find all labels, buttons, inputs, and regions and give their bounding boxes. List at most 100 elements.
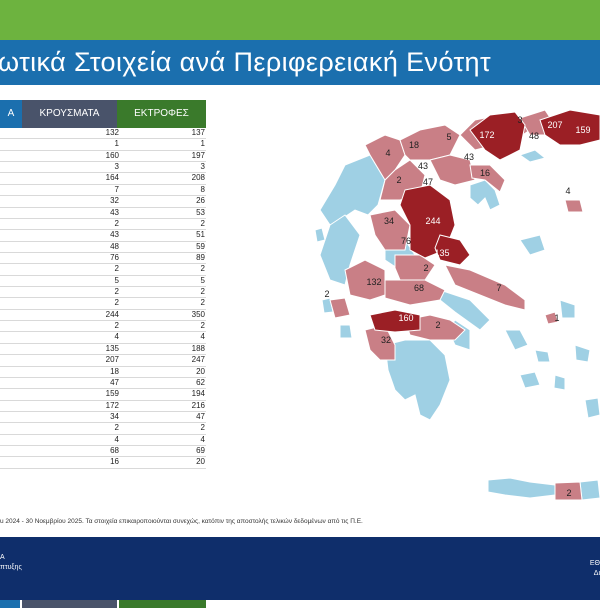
table-row: 160 197 xyxy=(0,150,206,163)
region-chalkidiki xyxy=(469,179,501,211)
table-row: 47 62 xyxy=(0,377,206,390)
table-row: 43 53 xyxy=(0,208,206,219)
map-count-label: 18 xyxy=(409,140,419,150)
region-boeotia-phocis xyxy=(384,279,446,306)
table-row: 34 47 xyxy=(0,411,206,424)
farms-cell: 47 xyxy=(196,411,205,421)
region-magnesia-larisa-south xyxy=(394,254,436,281)
farms-cell: 197 xyxy=(191,150,205,160)
map-count-label: 172 xyxy=(479,130,494,140)
region-florina-kastoria xyxy=(364,134,406,181)
region-lesvos xyxy=(564,199,584,213)
cases-cell: 4 xyxy=(114,434,119,444)
map-count-label: 1 xyxy=(554,313,559,323)
map-count-label: 16 xyxy=(480,168,490,178)
cases-cell: 2 xyxy=(114,423,119,433)
cases-cell: 160 xyxy=(105,150,119,160)
map-count-label: 2 xyxy=(396,175,401,185)
map-count-label: 207 xyxy=(547,120,562,130)
table-row: 68 69 xyxy=(0,446,206,458)
cases-cell: 16 xyxy=(110,457,119,467)
cases-cell: 47 xyxy=(110,377,119,387)
map-count-label: 2 xyxy=(324,289,329,299)
table-row: 32 26 xyxy=(0,196,206,208)
farms-cell: 2 xyxy=(200,287,205,297)
region-thessaloniki xyxy=(429,154,476,186)
map-count-label: 34 xyxy=(384,216,394,226)
bottom-banner: Α πτυξης ΕΘ Δι xyxy=(0,537,600,600)
farms-cell: 216 xyxy=(191,400,205,410)
column-header-farms: ΕΚΤΡΟΦΕΣ xyxy=(117,100,206,128)
farms-cell: 247 xyxy=(191,355,205,365)
cases-cell: 2 xyxy=(114,218,119,228)
farms-cell: 53 xyxy=(196,207,205,217)
farms-cell: 20 xyxy=(196,366,205,376)
region-trikala-karditsa xyxy=(369,209,411,251)
table-row: 16 20 xyxy=(0,457,206,469)
farms-cell: 188 xyxy=(191,343,205,353)
map-count-label: 48 xyxy=(529,131,539,141)
table-row: 18 20 xyxy=(0,367,206,378)
cases-cell: 32 xyxy=(110,196,119,206)
farms-cell: 208 xyxy=(191,173,205,183)
top-banner xyxy=(0,0,600,40)
table-body: 132 137 1 1 160 197 3 3 164 208 7 8 32 26 43 53 2 2 43 51 48… xyxy=(0,128,206,469)
farms-cell: 89 xyxy=(196,252,205,262)
cases-cell: 2 xyxy=(114,287,119,297)
table-row: 164 208 xyxy=(0,173,206,185)
cases-cell: 18 xyxy=(110,366,119,376)
cases-cell: 207 xyxy=(105,355,119,365)
farms-cell: 2 xyxy=(200,264,205,274)
farms-cell: 2 xyxy=(200,423,205,433)
map-count-label: 3 xyxy=(517,115,522,125)
table-row: 172 216 xyxy=(0,401,206,412)
farms-cell: 2 xyxy=(200,321,205,331)
region-crete-lasithi xyxy=(554,481,583,501)
table-row: 76 89 xyxy=(0,252,206,265)
table-row: 244 350 xyxy=(0,310,206,322)
cases-cell: 172 xyxy=(105,400,119,410)
cases-cell: 3 xyxy=(114,162,119,172)
region-euboea xyxy=(444,264,526,311)
map-count-label: 244 xyxy=(425,216,440,226)
region-xanthi-rodopi xyxy=(469,111,526,161)
farms-cell: 4 xyxy=(200,332,205,342)
cases-cell: 2 xyxy=(114,264,119,274)
farms-cell: 51 xyxy=(196,230,205,240)
cases-cell: 164 xyxy=(105,173,119,183)
cases-cell: 135 xyxy=(105,343,119,353)
cases-table: Α ΚΡΟΥΣΜΑΤΑ ΕΚΤΡΟΦΕΣ 132 137 1 1 160 197 3 3 164… xyxy=(0,100,206,608)
cases-cell: 159 xyxy=(105,389,119,399)
table-header: Α ΚΡΟΥΣΜΑΤΑ ΕΚΤΡΟΦΕΣ xyxy=(0,100,206,128)
map-count-label: 7 xyxy=(496,283,501,293)
farms-cell: 2 xyxy=(200,218,205,228)
table-row: 43 51 xyxy=(0,230,206,242)
map-count-label: 159 xyxy=(575,125,590,135)
table-row: 159 194 xyxy=(0,389,206,401)
map-count-label: 43 xyxy=(418,161,428,171)
column-header-cases: ΚΡΟΥΣΜΑΤΑ xyxy=(22,100,117,128)
farms-cell: 62 xyxy=(196,377,205,387)
farms-cell: 59 xyxy=(196,241,205,251)
cases-cell: 2 xyxy=(114,298,119,308)
cases-cell: 68 xyxy=(110,446,119,456)
farms-cell: 5 xyxy=(200,275,205,285)
map-count-label: 76 xyxy=(401,236,411,246)
region-achaia-ilia xyxy=(369,309,421,333)
map-count-label: 132 xyxy=(366,277,381,287)
cases-cell: 2 xyxy=(114,321,119,331)
map-count-label: 68 xyxy=(414,283,424,293)
title-bar: ωτικά Στοιχεία ανά Περιφερειακή Ενότητ xyxy=(0,40,600,85)
map-count-label: 32 xyxy=(381,335,391,345)
table-row: 48 59 xyxy=(0,242,206,253)
map-count-label: 43 xyxy=(464,152,474,162)
map-count-label: 47 xyxy=(423,177,433,187)
cases-cell: 43 xyxy=(110,230,119,240)
